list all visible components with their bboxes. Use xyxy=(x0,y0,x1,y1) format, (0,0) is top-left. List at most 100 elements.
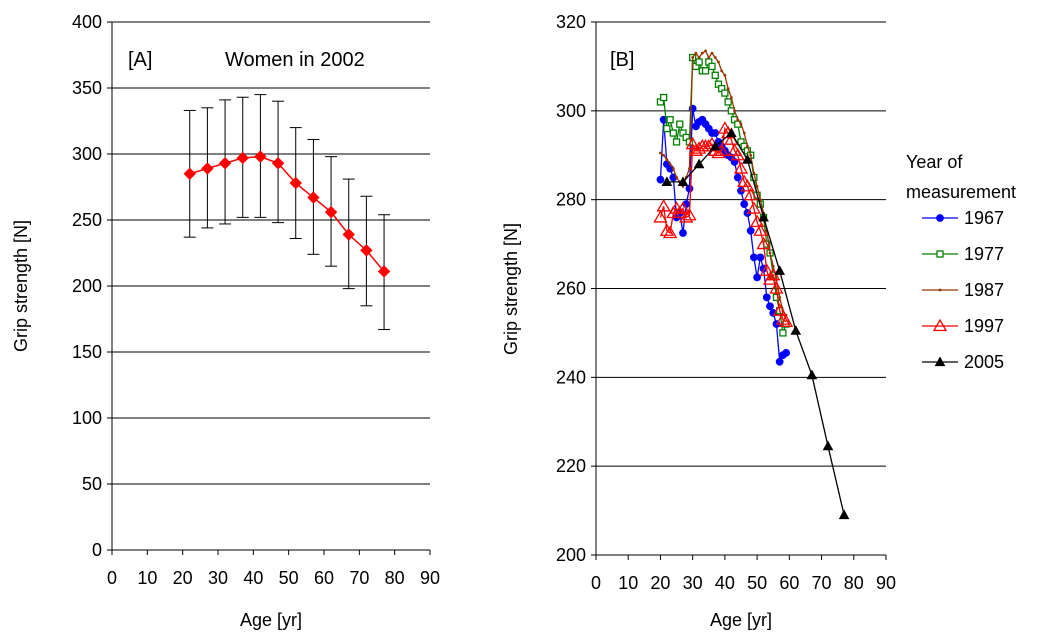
data-point-1997-37 xyxy=(772,303,787,316)
panel-label-b: [B] xyxy=(610,49,634,71)
legend-label-1997: 1997 xyxy=(964,316,1004,336)
panel-b: 200 220 240 260 280 300 320 0 10 20 30 40 50 60 70 80 9… xyxy=(501,12,1016,630)
data-point-7 xyxy=(307,191,320,204)
y-tick-label-300: 300 xyxy=(72,144,102,164)
y-tick-label-50: 50 xyxy=(82,474,102,494)
x-axis-title-a: Age [yr] xyxy=(240,610,302,630)
data-point-1977-4 xyxy=(669,129,677,137)
data-point-1987-26 xyxy=(742,131,746,135)
legend-title-line-2: measurement xyxy=(906,182,1016,202)
data-point-1967-7 xyxy=(679,229,687,237)
data-point-1977-2 xyxy=(663,124,671,133)
x-tick-label-40: 40 xyxy=(715,573,735,593)
data-point-1997-3 xyxy=(662,225,678,239)
data-point-1997-8 xyxy=(679,210,694,223)
x-tick-label-0: 0 xyxy=(591,573,601,593)
x-tick-label-20: 20 xyxy=(173,568,193,588)
x-tick-label-90: 90 xyxy=(876,573,896,593)
data-point-2005-8 xyxy=(790,325,802,335)
y-axis-title-a: Grip strength [N] xyxy=(11,220,31,352)
legend-item-1977: 1977 xyxy=(922,244,1004,264)
legend-b: 1967 1977 1987 1997 2005 xyxy=(922,208,1004,372)
data-point-2005-4 xyxy=(725,127,737,138)
x-tick-label-60: 60 xyxy=(779,573,799,593)
legend-swatch-marker-2005 xyxy=(934,356,946,367)
data-point-1987-15 xyxy=(707,56,711,59)
data-point-1967-26 xyxy=(740,200,749,209)
y-tick-label-150: 150 xyxy=(72,342,102,362)
x-tick-label-70: 70 xyxy=(349,568,369,588)
data-point-0 xyxy=(183,167,196,181)
legend-swatch-marker-1967 xyxy=(936,214,944,222)
data-point-1997-1 xyxy=(656,199,671,212)
data-point-1997-38 xyxy=(775,312,791,325)
data-point-1987-12 xyxy=(697,56,701,59)
data-point-10 xyxy=(360,244,373,257)
data-point-1987-28 xyxy=(749,153,753,157)
data-point-1967-37 xyxy=(775,357,784,366)
data-point-1967-9 xyxy=(685,184,694,193)
x-tick-label-40: 40 xyxy=(243,568,263,588)
data-point-1997-28 xyxy=(743,187,758,201)
y-tick-labels-b: 200 220 240 260 280 300 320 xyxy=(556,12,586,565)
data-point-1977-17 xyxy=(711,71,719,79)
y-tick-label-400: 400 xyxy=(72,12,102,32)
panel-label-a: [A] xyxy=(128,49,152,71)
data-point-1987-19 xyxy=(720,69,724,73)
legend-swatch-marker-1987 xyxy=(938,288,942,292)
data-point-1987-25 xyxy=(739,122,743,126)
x-tick-label-30: 30 xyxy=(208,568,228,588)
data-point-1987-2 xyxy=(665,158,669,162)
legend-label-1987: 1987 xyxy=(964,280,1004,300)
y-tick-label-350: 350 xyxy=(72,78,102,98)
data-point-1967-31 xyxy=(756,253,765,262)
data-point-1997-11 xyxy=(688,143,704,156)
data-point-1987-29 xyxy=(752,171,756,175)
legend-swatch-marker-1997 xyxy=(932,318,948,332)
data-point-1997-27 xyxy=(740,179,755,192)
data-point-1977-6 xyxy=(676,120,684,128)
data-point-2005-2 xyxy=(693,158,705,169)
x-tick-label-80: 80 xyxy=(844,573,864,593)
data-point-1977-21 xyxy=(724,98,732,106)
data-point-1987-14 xyxy=(704,49,707,53)
data-point-2005-5 xyxy=(742,154,753,164)
data-point-1977-16 xyxy=(708,62,716,71)
series-b xyxy=(653,49,850,520)
data-point-1977-5 xyxy=(672,138,681,146)
y-axis-title-b: Grip strength [N] xyxy=(501,223,521,355)
data-point-9 xyxy=(342,228,355,241)
data-point-1987-21 xyxy=(726,87,730,91)
x-tick-label-0: 0 xyxy=(107,568,117,588)
data-point-1997-25 xyxy=(733,161,749,174)
data-point-1997-0 xyxy=(653,210,668,223)
data-point-1 xyxy=(201,162,214,175)
data-point-11 xyxy=(377,265,391,278)
data-point-1967-29 xyxy=(749,253,758,262)
x-tick-labels-b: 0 10 20 30 40 50 60 70 80 90 xyxy=(591,573,896,593)
data-point-1987-34 xyxy=(768,251,772,255)
legend-label-1977: 1977 xyxy=(964,244,1004,264)
data-point-1987-27 xyxy=(746,144,749,148)
data-point-1987-3 xyxy=(668,162,672,166)
y-tick-label-250: 250 xyxy=(72,210,102,230)
data-point-1987-23 xyxy=(733,109,736,113)
x-tick-labels-a: 0 10 20 30 40 50 60 70 80 90 xyxy=(107,568,440,588)
chart-title-a: Women in 2002 xyxy=(225,49,365,71)
y-tick-label-300: 300 xyxy=(556,101,586,121)
data-point-1997-15 xyxy=(701,139,716,152)
legend-item-1967: 1967 xyxy=(922,208,1004,228)
data-point-1967-30 xyxy=(753,273,762,282)
x-tick-label-50: 50 xyxy=(747,573,767,593)
data-point-2005-9 xyxy=(806,369,818,380)
data-point-1987-10 xyxy=(691,56,695,59)
y-tick-label-320: 320 xyxy=(556,12,586,32)
data-point-1987-31 xyxy=(758,198,762,202)
data-point-1977-3 xyxy=(666,116,674,124)
data-point-1967-39 xyxy=(782,349,791,357)
data-point-4 xyxy=(254,150,267,163)
x-tick-label-60: 60 xyxy=(314,568,334,588)
data-point-1967-0 xyxy=(656,175,665,184)
data-point-1987-35 xyxy=(771,264,775,268)
